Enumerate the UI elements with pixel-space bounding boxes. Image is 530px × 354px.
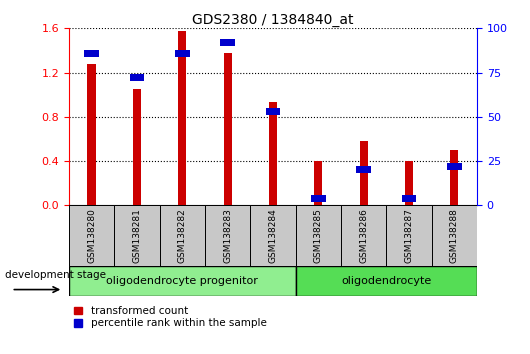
Bar (402, 195, 417, 202)
Bar (356, 166, 371, 173)
Bar (386, 205, 431, 266)
Bar (133, 89, 141, 205)
Bar (114, 205, 160, 266)
Text: GSM138284: GSM138284 (269, 208, 277, 263)
Text: oligodendrocyte progenitor: oligodendrocyte progenitor (107, 275, 258, 286)
Bar (311, 195, 325, 202)
Bar (224, 53, 232, 205)
Text: oligodendrocyte: oligodendrocyte (341, 275, 431, 286)
Bar (269, 102, 277, 205)
Bar (431, 205, 477, 266)
Bar (296, 266, 477, 296)
Text: GSM138282: GSM138282 (178, 208, 187, 263)
Bar (220, 39, 235, 46)
Text: GSM138281: GSM138281 (132, 208, 142, 263)
Legend: transformed count, percentile rank within the sample: transformed count, percentile rank withi… (74, 306, 267, 328)
Bar (296, 205, 341, 266)
Bar (205, 205, 250, 266)
Bar (178, 30, 187, 205)
Bar (250, 205, 296, 266)
Bar (129, 74, 144, 81)
Bar (314, 161, 322, 205)
Bar (266, 108, 280, 115)
Text: development stage: development stage (5, 270, 107, 280)
Title: GDS2380 / 1384840_at: GDS2380 / 1384840_at (192, 13, 354, 27)
Bar (405, 161, 413, 205)
Bar (341, 205, 386, 266)
Bar (160, 205, 205, 266)
Text: GSM138286: GSM138286 (359, 208, 368, 263)
Text: GSM138288: GSM138288 (450, 208, 459, 263)
Bar (359, 141, 368, 205)
Text: GSM138280: GSM138280 (87, 208, 96, 263)
Bar (87, 64, 95, 205)
Text: GSM138287: GSM138287 (404, 208, 413, 263)
Bar (450, 150, 458, 205)
Text: GSM138283: GSM138283 (223, 208, 232, 263)
Bar (84, 50, 99, 57)
Bar (69, 266, 296, 296)
Bar (69, 205, 114, 266)
Bar (447, 163, 462, 170)
Text: GSM138285: GSM138285 (314, 208, 323, 263)
Bar (175, 50, 190, 57)
